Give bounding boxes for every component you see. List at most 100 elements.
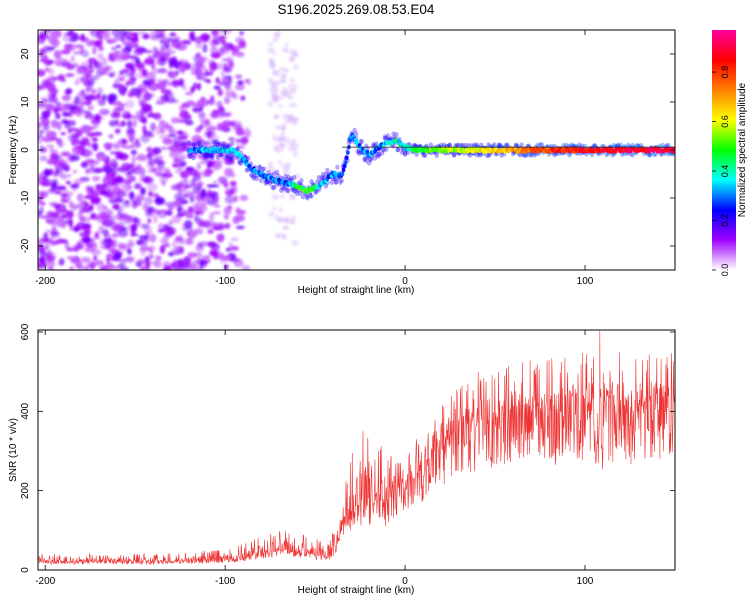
spectrogram-noise-cell [151,209,162,215]
spectrogram-noise-cell [100,66,112,71]
spectrogram-y-tick-label: 10 [20,96,31,108]
spectrogram-noise-cell [213,180,218,184]
spectrogram-noise-cell [88,160,99,167]
spectrogram-noise-cell [119,206,124,212]
spectrogram-ridge-halo [519,142,524,148]
spectrogram-noise-cell [149,248,154,255]
spectrogram-noise-cell [168,220,174,225]
spectrogram-noise-cell [38,69,46,74]
spectrogram-noise-cell [226,111,232,116]
spectrogram-ridge-halo [224,155,229,161]
spectrogram-noise-cell [96,93,101,97]
spectrogram-noise-cell [38,102,47,110]
spectrogram-ridge-halo [353,131,359,137]
spectrogram-noise-cell [131,116,141,123]
spectrogram-noise-cell [83,100,92,106]
spectrogram-noise-cell [281,163,290,170]
spectrogram-noise-cell [220,154,228,161]
spectrogram-ridge-halo [467,152,473,158]
spectrogram-noise-cell [169,32,177,37]
spectrogram-noise-cell [228,242,233,248]
spectrogram-ridge-halo [274,169,280,175]
spectrogram-noise-cell [152,147,162,155]
spectrogram-noise-cell [197,220,206,228]
spectrogram-ridge-halo [463,142,468,148]
spectrogram-noise-cell [99,190,109,195]
spectrogram-ridge-halo [451,151,457,158]
spectrogram-ridge-halo [615,142,621,148]
spectrogram-noise-cell [126,255,135,263]
spectrogram-noise-cell [89,165,95,171]
spectrogram-ridge-halo [198,143,203,149]
spectrogram-noise-cell [113,252,122,260]
spectrogram-noise-cell [270,92,278,97]
spectrogram-noise-cell [196,82,202,91]
spectrogram-noise-cell [49,147,54,153]
spectrogram-noise-cell [271,51,277,56]
spectrogram-ridge-halo [376,151,382,157]
colorbar-tick-label: 0.4 [720,165,730,178]
spectrogram-noise-cell [63,166,71,172]
spectrogram-noise-cell [135,138,140,145]
spectrogram-noise-cell [155,194,161,204]
spectrogram-noise-cell [215,63,226,70]
spectrogram-ridge-halo [227,155,232,161]
spectrogram-noise-cell [202,43,208,53]
spectrogram-noise-cell [105,146,112,151]
spectrogram-ridge-halo [209,152,215,159]
spectrogram-noise-cell [280,73,286,79]
spectrogram-noise-cell [207,229,214,234]
spectrogram-noise-cell [91,137,98,143]
snr-y-tick-label: 600 [20,323,31,340]
spectrogram-ridge-halo [207,153,212,159]
spectrogram-ridge-halo [366,160,372,166]
spectrogram-noise-cell [119,91,126,96]
spectrogram-noise-cell [272,134,277,141]
spectrogram-noise-cell [120,120,127,127]
spectrogram-ridge-halo [266,170,271,176]
spectrogram-noise-cell [240,136,249,145]
spectrogram-ridge-halo [212,140,218,146]
spectrogram-noise-cell [156,81,167,91]
spectrogram-noise-cell [244,129,252,138]
spectrogram-ridge-halo [325,167,330,173]
spectrogram-noise-cell [268,211,275,217]
spectrogram-noise-cell [219,45,231,55]
spectrogram-noise-cell [146,113,156,118]
spectrogram-x-tick-label: 0 [402,276,408,287]
spectrogram-noise-cell [220,70,225,77]
spectrogram-noise-cell [288,142,293,146]
spectrogram-noise-cell [38,121,42,131]
spectrogram-noise-cell [51,240,62,245]
spectrogram-noise-cell [38,176,43,185]
spectrogram-noise-cell [65,73,75,78]
spectrogram-noise-cell [177,212,186,216]
spectrogram-noise-cell [169,143,180,153]
spectrogram-noise-cell [74,44,83,49]
spectrogram-noise-cell [187,206,194,214]
spectrogram-noise-cell [158,51,164,55]
spectrogram-noise-cell [183,177,189,184]
spectrogram-noise-cell [114,78,120,86]
colorbar-ticks: 0.0 0.2 0.4 0.6 0.8 [712,66,730,276]
spectrogram-noise-cell [58,260,65,266]
spectrogram-noise-cell [277,96,284,101]
spectrogram-noise-cell [47,266,54,270]
spectrogram-ridge-halo [197,140,202,146]
spectrogram-ridge-halo [486,142,491,148]
spectrogram-noise-cell [104,30,109,40]
spectrogram-x-axis: -200 -100 0 100 [35,30,594,287]
spectrogram-noise-cell [210,52,221,59]
snr-x-label: Height of straight line (km) [298,585,415,596]
spectrogram-noise-cell [127,91,134,98]
spectrogram-noise-cell [109,70,116,78]
spectrogram-noise-cell [106,211,114,215]
spectrogram-noise-cell [162,243,171,248]
spectrogram-noise-cell [113,176,125,184]
spectrogram-noise-cell [92,167,104,174]
spectrogram-noise-cell [45,243,50,251]
spectrogram-noise-cell [157,68,168,74]
spectrogram-noise-cell [216,233,225,242]
spectrogram-ridge-halo [218,152,224,158]
spectrogram-ridge-halo [299,178,304,184]
